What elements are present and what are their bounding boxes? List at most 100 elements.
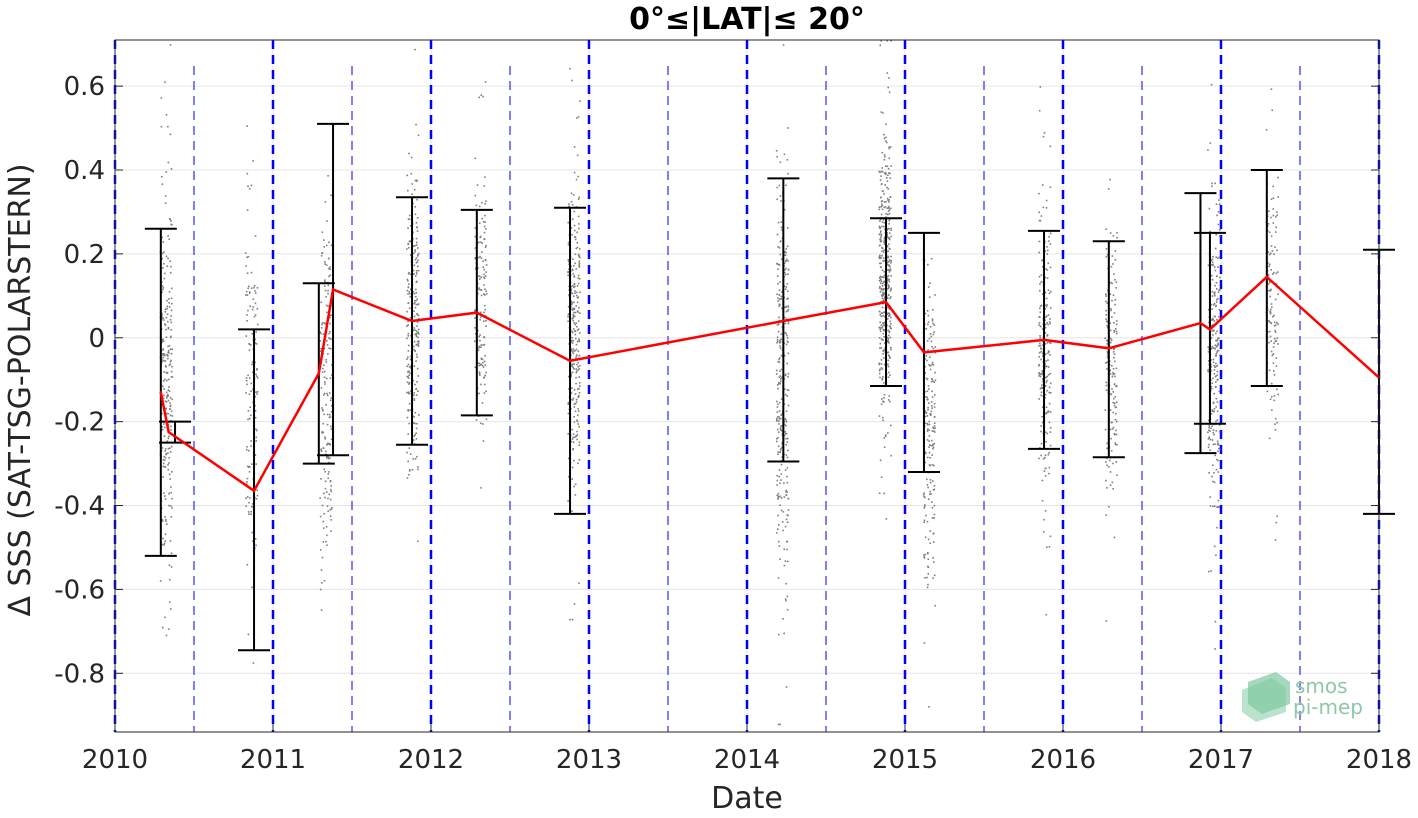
scatter-point	[481, 358, 484, 361]
scatter-point	[329, 330, 331, 333]
scatter-point	[777, 528, 779, 530]
scatter-point	[886, 233, 889, 236]
scatter-point	[567, 320, 569, 323]
scatter-point	[780, 295, 783, 298]
scatter-point	[889, 327, 892, 330]
scatter-point	[1046, 269, 1049, 271]
scatter-point	[322, 527, 325, 529]
scatter-point	[890, 207, 892, 210]
scatter-point	[1038, 324, 1040, 326]
scatter-point	[575, 325, 578, 328]
scatter-point	[170, 491, 173, 494]
scatter-point	[483, 185, 486, 187]
scatter-point	[1272, 222, 1275, 224]
scatter-point	[480, 311, 482, 314]
scatter-point	[1044, 393, 1047, 396]
series-point	[1042, 338, 1046, 342]
scatter-point	[256, 390, 259, 393]
scatter-point	[784, 469, 787, 471]
scatter-point	[574, 262, 576, 265]
scatter-point	[1116, 232, 1118, 234]
scatter-point	[785, 286, 788, 288]
scatter-point	[881, 416, 884, 419]
scatter-point	[171, 223, 173, 226]
scatter-point	[880, 230, 882, 232]
scatter-point	[161, 359, 164, 361]
scatter-point	[775, 418, 778, 421]
scatter-point	[578, 376, 581, 378]
scatter-point	[779, 345, 781, 347]
scatter-point	[570, 192, 573, 195]
scatter-point	[164, 360, 167, 362]
scatter-point	[416, 180, 418, 182]
scatter-point	[169, 44, 172, 46]
scatter-point	[408, 246, 410, 249]
scatter-point	[170, 335, 172, 338]
scatter-point	[883, 311, 885, 313]
scatter-point	[887, 315, 890, 318]
y-tick-label: -0.8	[54, 659, 105, 689]
scatter-point	[885, 518, 888, 520]
scatter-point	[880, 367, 883, 369]
scatter-point	[1041, 340, 1044, 343]
scatter-point	[1044, 365, 1047, 368]
scatter-point	[1214, 269, 1217, 272]
scatter-point	[777, 416, 779, 418]
scatter-point	[167, 257, 169, 260]
scatter-point	[414, 179, 417, 182]
scatter-point	[165, 366, 167, 368]
scatter-point	[574, 290, 576, 292]
scatter-point	[776, 406, 779, 408]
scatter-point	[480, 357, 483, 360]
scatter-point	[883, 137, 886, 140]
scatter-point	[890, 348, 892, 351]
scatter-point	[483, 284, 485, 286]
scatter-point	[1218, 424, 1221, 426]
scatter-point	[171, 398, 173, 401]
scatter-point	[880, 240, 883, 243]
scatter-point	[1215, 362, 1217, 365]
scatter-point	[784, 373, 787, 376]
scatter-point	[775, 149, 778, 152]
scatter-point	[1210, 325, 1213, 327]
scatter-point	[328, 493, 331, 496]
scatter-point	[886, 180, 889, 182]
scatter-point	[880, 205, 882, 208]
scatter-point	[1106, 340, 1109, 342]
scatter-point	[165, 371, 168, 374]
scatter-point	[1045, 440, 1047, 443]
scatter-point	[485, 290, 487, 292]
scatter-point	[1215, 281, 1218, 284]
x-tick-label: 2015	[872, 745, 938, 775]
scatter-point	[484, 214, 486, 217]
scatter-point	[167, 447, 170, 450]
scatter-point	[406, 174, 408, 177]
scatter-point	[165, 634, 168, 637]
scatter-point	[324, 437, 327, 440]
scatter-point	[407, 371, 409, 374]
scatter-point	[1276, 249, 1278, 252]
scatter-point	[776, 411, 779, 413]
scatter-point	[881, 269, 884, 272]
scatter-point	[1214, 344, 1217, 347]
scatter-point	[255, 391, 257, 393]
scatter-point	[567, 243, 570, 246]
scatter-point	[407, 332, 410, 335]
scatter-point	[928, 420, 931, 423]
scatter-point	[408, 469, 411, 471]
scatter-point	[886, 263, 889, 266]
scatter-point	[888, 172, 890, 174]
scatter-point	[567, 271, 569, 273]
scatter-point	[882, 190, 884, 192]
scatter-point	[784, 560, 787, 562]
scatter-point	[887, 274, 890, 277]
scatter-point	[168, 492, 170, 495]
scatter-point	[415, 432, 418, 434]
scatter-point	[1274, 324, 1277, 326]
scatter-point	[785, 518, 788, 521]
scatter-point	[883, 193, 885, 195]
scatter-point	[162, 349, 164, 351]
scatter-point	[1216, 506, 1218, 508]
scatter-point	[474, 194, 477, 197]
scatter-point	[787, 273, 789, 276]
